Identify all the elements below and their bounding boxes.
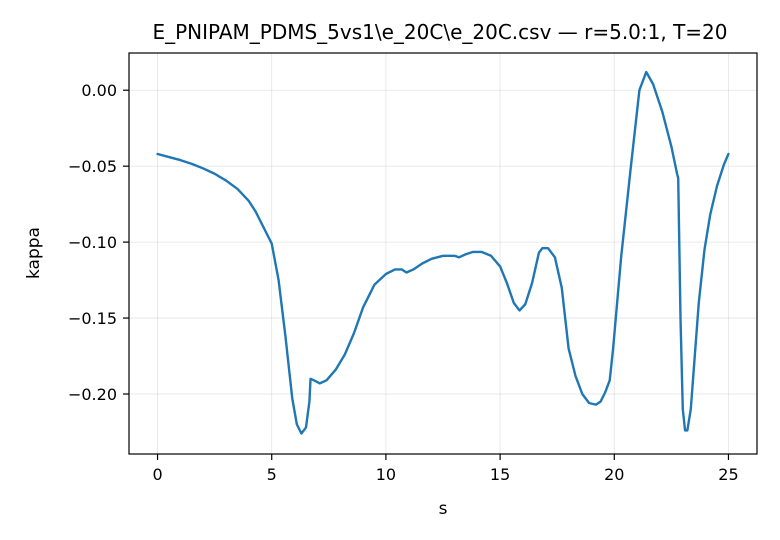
x-tick-label: 20 xyxy=(604,465,624,484)
kappa-series-line xyxy=(156,70,730,435)
y-axis-label: kappa xyxy=(24,227,44,279)
series-layer xyxy=(156,70,730,435)
y-axis: 0.00 −0.05 −0.10 −0.15 −0.20 xyxy=(68,81,129,404)
y-tick-label: −0.20 xyxy=(68,385,117,404)
x-tick-label: 10 xyxy=(376,465,396,484)
chart-title: E_PNIPAM_PDMS_5vs1\e_20C\e_20C.csv — r=5… xyxy=(152,20,727,44)
x-tick-label: 25 xyxy=(718,465,738,484)
y-tick-label: −0.15 xyxy=(68,309,117,328)
x-tick-label: 5 xyxy=(267,465,277,484)
x-axis: 0 5 10 15 20 25 xyxy=(152,454,739,484)
grid-lines xyxy=(129,53,757,454)
y-tick-label: 0.00 xyxy=(81,81,117,100)
x-axis-label: s xyxy=(439,499,448,519)
x-tick-label: 0 xyxy=(152,465,162,484)
x-tick-label: 15 xyxy=(490,465,510,484)
y-tick-label: −0.05 xyxy=(68,157,117,176)
y-tick-label: −0.10 xyxy=(68,233,117,252)
plot-area-frame xyxy=(128,52,758,455)
